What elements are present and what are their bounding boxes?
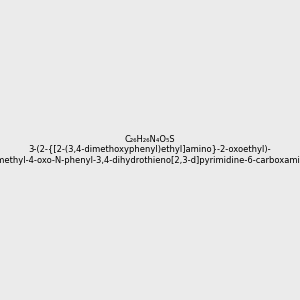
Text: C₂₆H₂₆N₄O₅S
3-(2-{[2-(3,4-dimethoxyphenyl)ethyl]amino}-2-oxoethyl)-
5-methyl-4-o: C₂₆H₂₆N₄O₅S 3-(2-{[2-(3,4-dimethoxypheny… [0, 135, 300, 165]
